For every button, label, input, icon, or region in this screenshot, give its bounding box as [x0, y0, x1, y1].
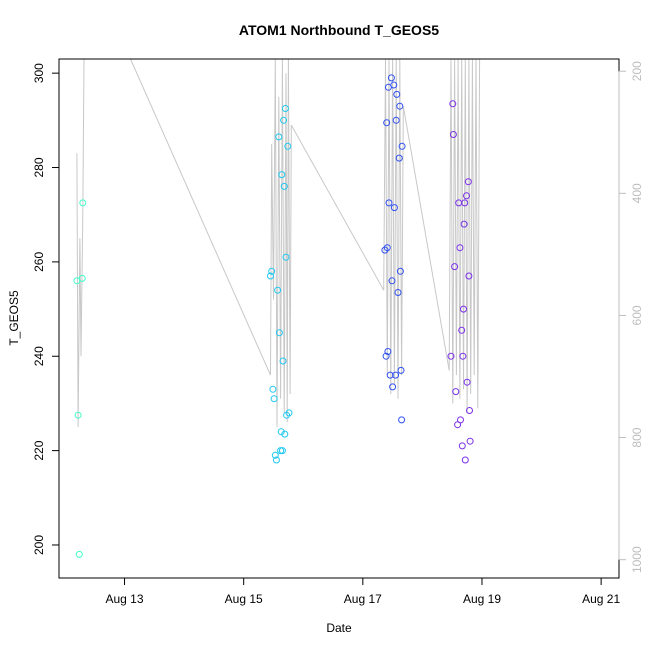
data-point: [282, 253, 290, 261]
data-point: [464, 178, 472, 186]
data-point: [456, 244, 464, 252]
right-tick-label: 1000: [630, 546, 644, 573]
data-point: [280, 182, 288, 190]
data-point: [386, 371, 394, 379]
data-point: [398, 416, 406, 424]
x-tick-label: Aug 15: [225, 592, 263, 606]
data-point: [460, 305, 467, 313]
data-point: [270, 395, 278, 403]
data-point: [457, 416, 464, 424]
x-tick-label: Aug 19: [463, 592, 501, 606]
data-point: [268, 267, 276, 275]
y-tick-label: 200: [32, 535, 46, 555]
data-point: [283, 411, 291, 419]
profile-line-ferry-1: [130, 59, 271, 376]
profile-line-flight-3: [383, 59, 404, 399]
data-point: [396, 267, 404, 275]
data-point: [397, 366, 405, 374]
data-point: [275, 133, 283, 141]
data-point: [277, 428, 285, 436]
data-point: [79, 199, 87, 207]
data-point: [269, 385, 277, 393]
data-point: [272, 456, 280, 464]
profile-line-ferry-3: [402, 106, 450, 371]
data-point: [278, 171, 286, 179]
right-tick-label: 200: [630, 61, 644, 81]
data-point: [458, 326, 466, 334]
data-point: [452, 388, 460, 396]
data-point: [459, 352, 467, 360]
x-tick-label: Aug 13: [106, 592, 144, 606]
data-point: [461, 456, 469, 464]
data-point: [284, 142, 292, 150]
data-point: [74, 411, 82, 419]
data-point: [396, 102, 404, 110]
data-point: [463, 192, 470, 200]
data-point: [382, 352, 390, 360]
x-tick-label: Aug 21: [582, 592, 620, 606]
data-point: [387, 74, 395, 82]
data-point: [463, 378, 471, 386]
data-point: [390, 81, 398, 89]
data-point: [449, 131, 457, 138]
y-tick-label: 220: [32, 440, 46, 460]
profile-line-ferry-2: [290, 124, 385, 291]
right-tick-label: 600: [630, 305, 644, 325]
data-point: [383, 244, 391, 252]
data-point: [278, 447, 286, 455]
y-tick-label: 260: [32, 252, 46, 272]
data-point: [381, 246, 389, 254]
data-point: [384, 348, 392, 355]
y-tick-label: 240: [32, 346, 46, 366]
x-tick-label: Aug 17: [344, 592, 382, 606]
data-point: [280, 116, 288, 124]
data-point: [75, 550, 83, 558]
x-axis-label: Date: [326, 621, 352, 635]
profile-line-flight-1: [76, 59, 85, 428]
data-point: [390, 204, 398, 212]
data-point: [388, 277, 396, 285]
data-point: [267, 272, 274, 280]
data-point: [271, 451, 279, 459]
data-point: [466, 437, 474, 445]
data-point: [392, 116, 400, 124]
data-point: [392, 371, 400, 379]
data-point: [398, 142, 406, 150]
data-point: [281, 105, 289, 112]
right-tick-label: 800: [630, 427, 644, 447]
axes-layer: Aug 13 Aug 15 Aug 17 Aug 19 Aug 21 200 220 240 2…: [32, 58, 644, 606]
data-point: [466, 407, 473, 414]
data-point: [465, 272, 473, 280]
y-tick-label: 280: [32, 157, 46, 177]
data-point: [458, 442, 466, 450]
data-points-layer: [73, 74, 474, 558]
profile-line-flight-2: [270, 59, 292, 428]
data-point: [449, 100, 457, 108]
data-point: [394, 289, 402, 296]
background-profile-layer: [76, 59, 481, 428]
y-axis-label: T_GEOS5: [7, 290, 21, 346]
data-point: [279, 357, 287, 365]
data-point: [285, 409, 293, 417]
plot-frame: [58, 58, 620, 579]
right-tick-label: 400: [630, 183, 644, 203]
data-point: [461, 199, 469, 207]
data-point: [447, 352, 455, 360]
data-point: [451, 263, 459, 271]
data-point: [281, 430, 289, 438]
data-point: [275, 329, 283, 337]
data-point: [395, 154, 403, 162]
data-point: [383, 119, 391, 127]
y-tick-label: 300: [32, 63, 46, 83]
data-point: [274, 286, 282, 294]
data-point: [389, 383, 397, 391]
data-point: [78, 274, 86, 282]
chart-title: ATOM1 Northbound T_GEOS5: [239, 22, 439, 38]
data-point: [385, 199, 393, 207]
data-point: [460, 220, 468, 228]
data-point: [393, 90, 401, 98]
profile-line-flight-4: [448, 59, 481, 413]
